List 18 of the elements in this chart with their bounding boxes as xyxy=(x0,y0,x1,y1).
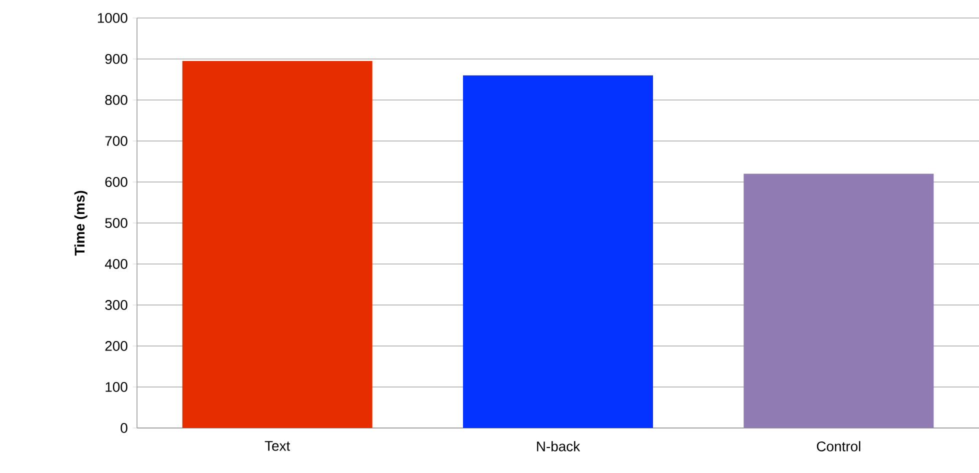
y-tick-label: 800 xyxy=(105,95,128,105)
y-tick-label: 500 xyxy=(105,218,128,228)
y-tick-label: 400 xyxy=(104,259,128,269)
y-tick-label: 1000 xyxy=(98,13,128,23)
y-tick-label: 600 xyxy=(105,177,128,187)
y-tick-label: 100 xyxy=(106,382,128,392)
y-tick-label: 900 xyxy=(105,54,128,64)
bar xyxy=(744,174,934,428)
bar xyxy=(463,75,654,428)
x-tick-label: N-back xyxy=(537,441,580,452)
y-tick-label: 200 xyxy=(105,341,128,351)
x-tick-label: Text xyxy=(264,441,290,451)
y-tick-label: 0 xyxy=(120,423,128,433)
y-axis-title: Time (ms) xyxy=(74,190,88,256)
x-tick-label: Control xyxy=(816,441,860,452)
bar xyxy=(182,61,372,428)
y-tick-label: 700 xyxy=(105,136,128,146)
y-tick-label: 300 xyxy=(105,300,128,310)
